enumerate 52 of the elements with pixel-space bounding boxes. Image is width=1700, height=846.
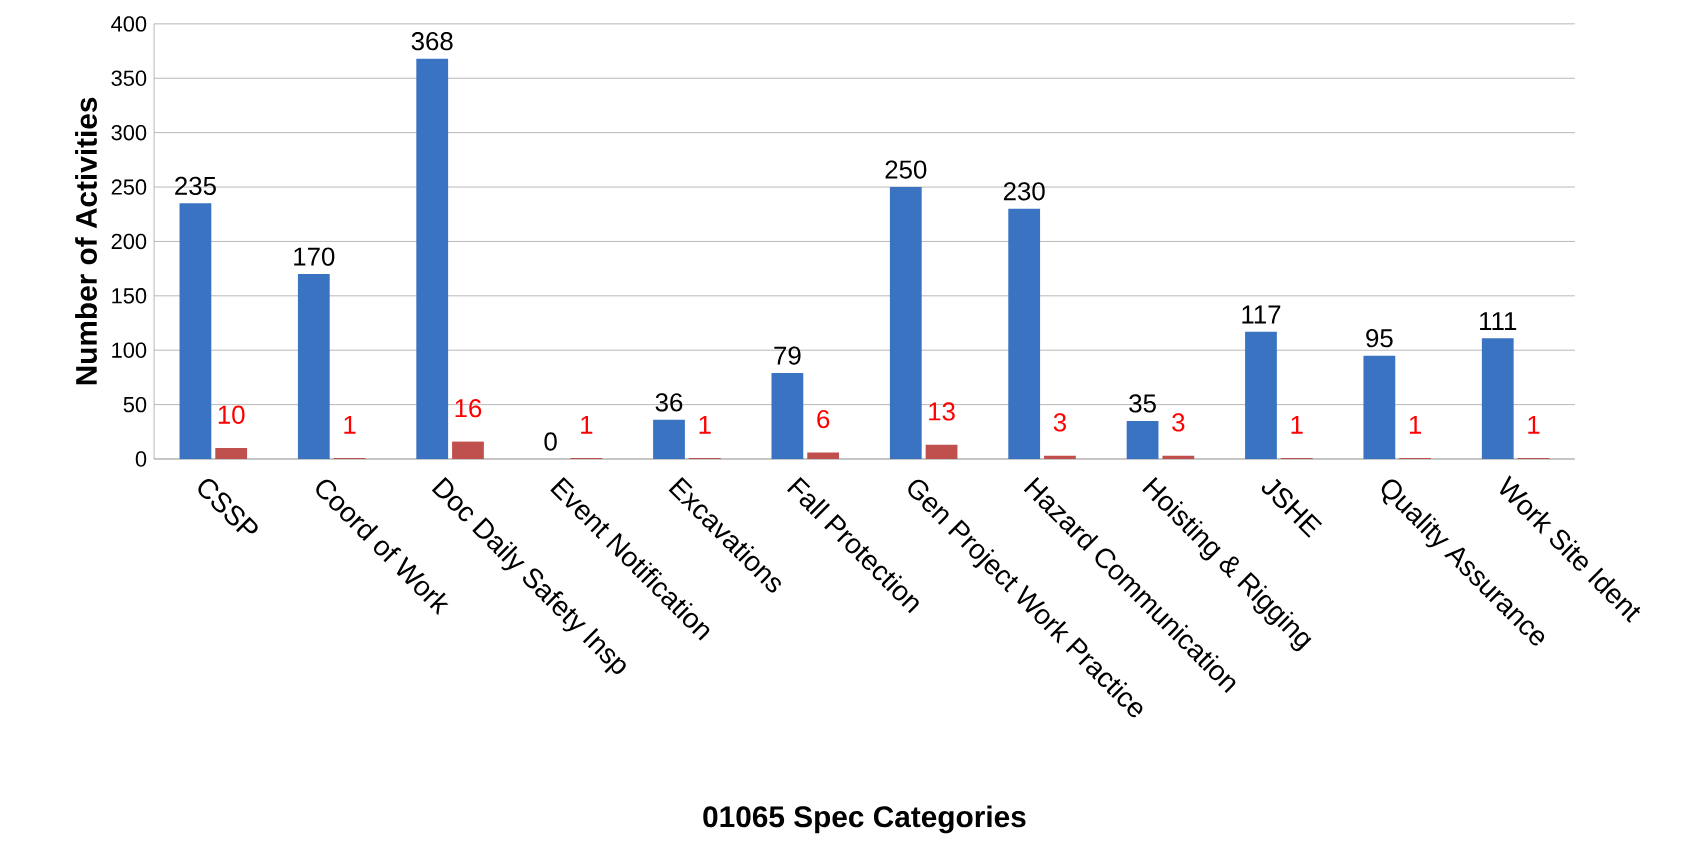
- y-tick-label: 400: [111, 15, 147, 32]
- bar: [215, 447, 248, 459]
- bar: [1008, 208, 1041, 459]
- bar: [297, 273, 330, 459]
- data-label: 95: [1366, 328, 1393, 348]
- y-tick-label: 50: [123, 396, 147, 413]
- data-label: 1: [1528, 415, 1540, 434]
- y-tick-label: 200: [111, 233, 147, 249]
- bar: [416, 58, 449, 459]
- data-label: 117: [1242, 305, 1281, 324]
- data-label: 79: [774, 346, 801, 365]
- bar: [653, 419, 685, 459]
- y-tick-label: 300: [111, 124, 147, 141]
- bar: [179, 203, 212, 459]
- bar: [1162, 455, 1195, 459]
- data-label: 0: [544, 432, 557, 451]
- data-label: 1: [699, 415, 711, 434]
- data-label: 111: [1480, 311, 1517, 330]
- data-label: 10: [218, 405, 245, 424]
- bar: [1363, 355, 1396, 459]
- y-axis-title: Number of Activities: [75, 97, 97, 385]
- x-axis-title: 01065 Spec Categories: [703, 805, 1026, 834]
- data-label: 1: [344, 415, 356, 434]
- data-label: 16: [455, 398, 482, 418]
- bar: [452, 441, 484, 459]
- bar: [771, 372, 804, 459]
- bar: [1044, 455, 1076, 459]
- data-label: 3: [1172, 412, 1185, 432]
- data-label: 170: [294, 247, 335, 266]
- data-label: 6: [817, 409, 830, 428]
- y-tick-label: 150: [112, 287, 147, 304]
- data-label: 3: [1053, 412, 1067, 432]
- bar: [925, 444, 958, 459]
- data-label: 36: [655, 392, 683, 412]
- y-tick-label: 250: [111, 179, 147, 195]
- data-label: 1: [581, 415, 593, 434]
- data-label: 368: [411, 31, 453, 51]
- data-label: 230: [1003, 181, 1045, 201]
- y-tick-label: 0: [135, 451, 147, 467]
- bar: [1245, 331, 1277, 459]
- data-label: 1: [1409, 415, 1422, 434]
- data-label: 1: [1291, 415, 1303, 434]
- y-tick-label: 100: [112, 342, 147, 358]
- bar: [889, 186, 922, 459]
- y-tick-label: 350: [111, 70, 147, 86]
- data-label: 250: [885, 160, 927, 179]
- bar: [1481, 338, 1514, 459]
- data-label: 35: [1129, 394, 1156, 413]
- bar: [1126, 420, 1159, 459]
- data-label: 13: [929, 402, 955, 421]
- bar: [807, 452, 840, 459]
- data-label: 235: [175, 176, 216, 195]
